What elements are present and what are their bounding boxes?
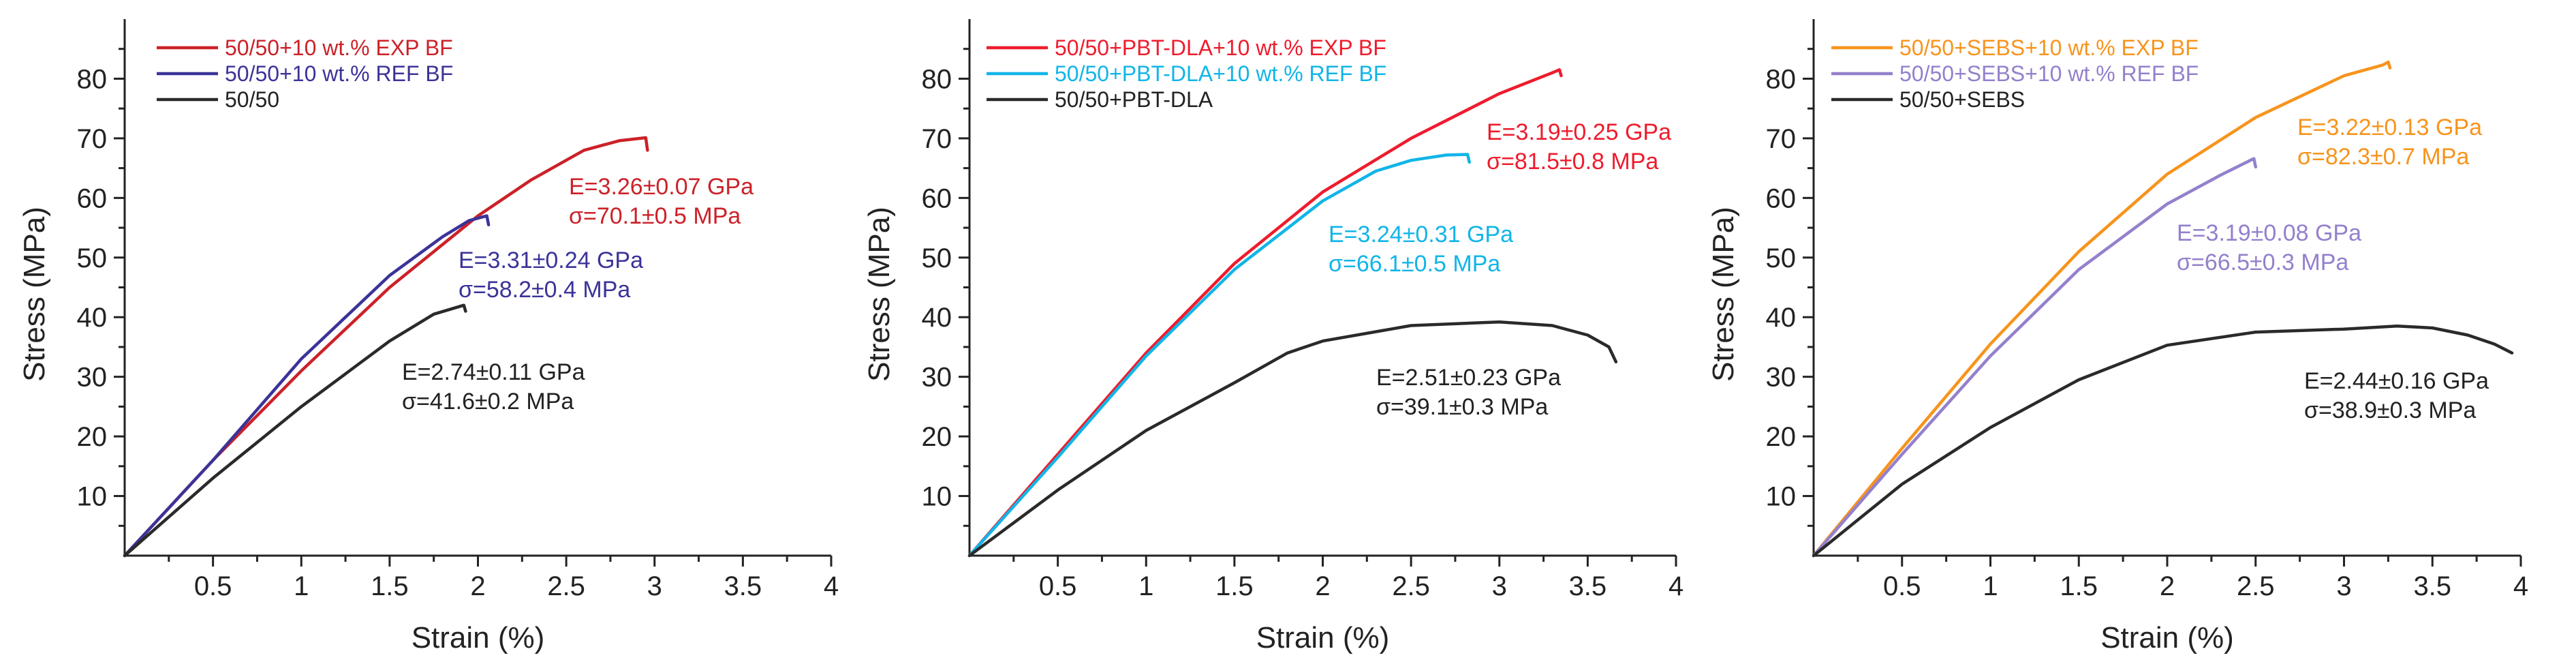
x-axis-title: Strain (%)	[2100, 621, 2234, 655]
y-tick-label: 30	[77, 363, 108, 393]
y-tick-label: 80	[922, 64, 952, 94]
y-tick-label: 60	[77, 183, 108, 213]
series-line-3	[967, 320, 1618, 558]
x-tick-label: 4	[2513, 571, 2528, 601]
y-tick-label: 10	[1766, 482, 1797, 512]
strength-annotation: σ=66.5±0.3 MPa	[2177, 250, 2348, 275]
x-tick-label: 2.5	[547, 571, 585, 601]
y-tick-label: 20	[922, 422, 952, 452]
y-tick-label: 40	[922, 303, 952, 333]
y-tick-label: 50	[77, 243, 108, 273]
y-tick-label: 50	[922, 243, 952, 273]
x-tick-label: 3	[1492, 571, 1507, 601]
strength-annotation: σ=82.3±0.7 MPa	[2297, 144, 2469, 170]
legend-label: 50/50+SEBS+10 wt.% REF BF	[1899, 61, 2199, 86]
y-axis-title: Stress (MPa)	[863, 207, 896, 382]
strength-annotation: σ=66.1±0.5 MPa	[1329, 251, 1500, 277]
legend-label: 50/50+PBT-DLA	[1055, 87, 1213, 112]
chart-panel-1: 0.5 1 1.5 2 2.5 3 3.5 4 10 20 30 40 50 60 70 80 Strain (…	[18, 19, 839, 655]
y-axis-title: Stress (MPa)	[18, 207, 51, 382]
series-line-1	[123, 136, 649, 558]
legend-label: 50/50	[225, 87, 279, 112]
series-line-3	[123, 303, 467, 558]
x-tick-label: 4	[824, 571, 839, 601]
x-tick-label: 4	[1669, 571, 1683, 601]
series-line-1	[967, 68, 1563, 558]
series-line-2	[1812, 157, 2258, 558]
x-tick-label: 2.5	[1392, 571, 1430, 601]
series-line-2	[967, 153, 1471, 558]
series-line-3	[1812, 325, 2514, 558]
legend-label: 50/50+10 wt.% REF BF	[225, 61, 453, 86]
strength-annotation: σ=70.1±0.5 MPa	[569, 203, 741, 229]
y-tick-label: 70	[77, 124, 108, 154]
y-axis-title: Stress (MPa)	[1707, 207, 1740, 382]
strength-annotation: σ=41.6±0.2 MPa	[402, 389, 574, 415]
modulus-annotation: E=2.74±0.11 GPa	[402, 359, 585, 385]
y-tick-label: 80	[1766, 64, 1797, 94]
y-tick-label: 30	[1766, 363, 1797, 393]
modulus-annotation: E=2.51±0.23 GPa	[1376, 365, 1561, 391]
modulus-annotation: E=3.19±0.25 GPa	[1487, 119, 1671, 145]
x-tick-label: 1	[1983, 571, 1998, 601]
modulus-annotation: E=3.19±0.08 GPa	[2177, 220, 2361, 246]
modulus-annotation: E=3.26±0.07 GPa	[569, 174, 754, 200]
y-tick-label: 10	[922, 482, 952, 512]
strength-annotation: σ=39.1±0.3 MPa	[1376, 394, 1548, 420]
y-tick-label: 30	[922, 363, 952, 393]
strength-annotation: σ=38.9±0.3 MPa	[2304, 397, 2476, 423]
y-tick-label: 50	[1766, 243, 1797, 273]
y-tick-label: 60	[1766, 183, 1797, 213]
y-tick-label: 80	[77, 64, 108, 94]
x-tick-label: 3.5	[2413, 571, 2451, 601]
x-tick-label: 2.5	[2237, 571, 2275, 601]
y-tick-label: 20	[1766, 422, 1797, 452]
y-tick-label: 20	[77, 422, 108, 452]
x-tick-label: 0.5	[1883, 571, 1921, 601]
legend-label: 50/50+SEBS	[1899, 87, 2025, 112]
modulus-annotation: E=3.31±0.24 GPa	[459, 247, 643, 273]
legend-label: 50/50+PBT-DLA+10 wt.% EXP BF	[1055, 35, 1386, 60]
x-axis-title: Strain (%)	[412, 621, 545, 655]
chart-panel-3: 0.5 1 1.5 2 2.5 3 3.5 4 10 20 30 40 50 60 70 80 Strain (…	[1707, 19, 2528, 655]
legend-label: 50/50+SEBS+10 wt.% EXP BF	[1899, 35, 2199, 60]
y-tick-label: 70	[922, 124, 952, 154]
x-tick-label: 2	[1315, 571, 1330, 601]
x-tick-label: 1.5	[2060, 571, 2098, 601]
modulus-annotation: E=2.44±0.16 GPa	[2304, 368, 2489, 394]
x-tick-label: 3	[647, 571, 662, 601]
x-tick-label: 1.5	[1215, 571, 1254, 601]
x-tick-label: 0.5	[1039, 571, 1077, 601]
legend-label: 50/50+PBT-DLA+10 wt.% REF BF	[1055, 61, 1386, 86]
y-tick-label: 40	[1766, 303, 1797, 333]
y-tick-label: 70	[1766, 124, 1797, 154]
x-tick-label: 3	[2336, 571, 2351, 601]
chart-panel-2: 0.5 1 1.5 2 2.5 3 3.5 4 10 20 30 40 50 60 70 80 Strain (…	[863, 19, 1683, 655]
y-tick-label: 60	[922, 183, 952, 213]
y-tick-label: 10	[77, 482, 108, 512]
series-line-2	[123, 214, 491, 558]
x-tick-label: 2	[2160, 571, 2175, 601]
strength-annotation: σ=58.2±0.4 MPa	[459, 277, 630, 303]
strength-annotation: σ=81.5±0.8 MPa	[1487, 149, 1658, 175]
modulus-annotation: E=3.24±0.31 GPa	[1329, 222, 1513, 247]
series-line-1	[1812, 60, 2392, 558]
x-axis-title: Strain (%)	[1256, 621, 1390, 655]
legend-label: 50/50+10 wt.% EXP BF	[225, 35, 453, 60]
y-tick-label: 40	[77, 303, 108, 333]
x-tick-label: 3.5	[1569, 571, 1607, 601]
modulus-annotation: E=3.22±0.13 GPa	[2297, 115, 2482, 140]
x-tick-label: 0.5	[194, 571, 232, 601]
x-tick-label: 3.5	[724, 571, 762, 601]
x-tick-label: 1	[1138, 571, 1153, 601]
x-tick-label: 2	[470, 571, 485, 601]
x-tick-label: 1.5	[371, 571, 409, 601]
x-tick-label: 1	[294, 571, 309, 601]
